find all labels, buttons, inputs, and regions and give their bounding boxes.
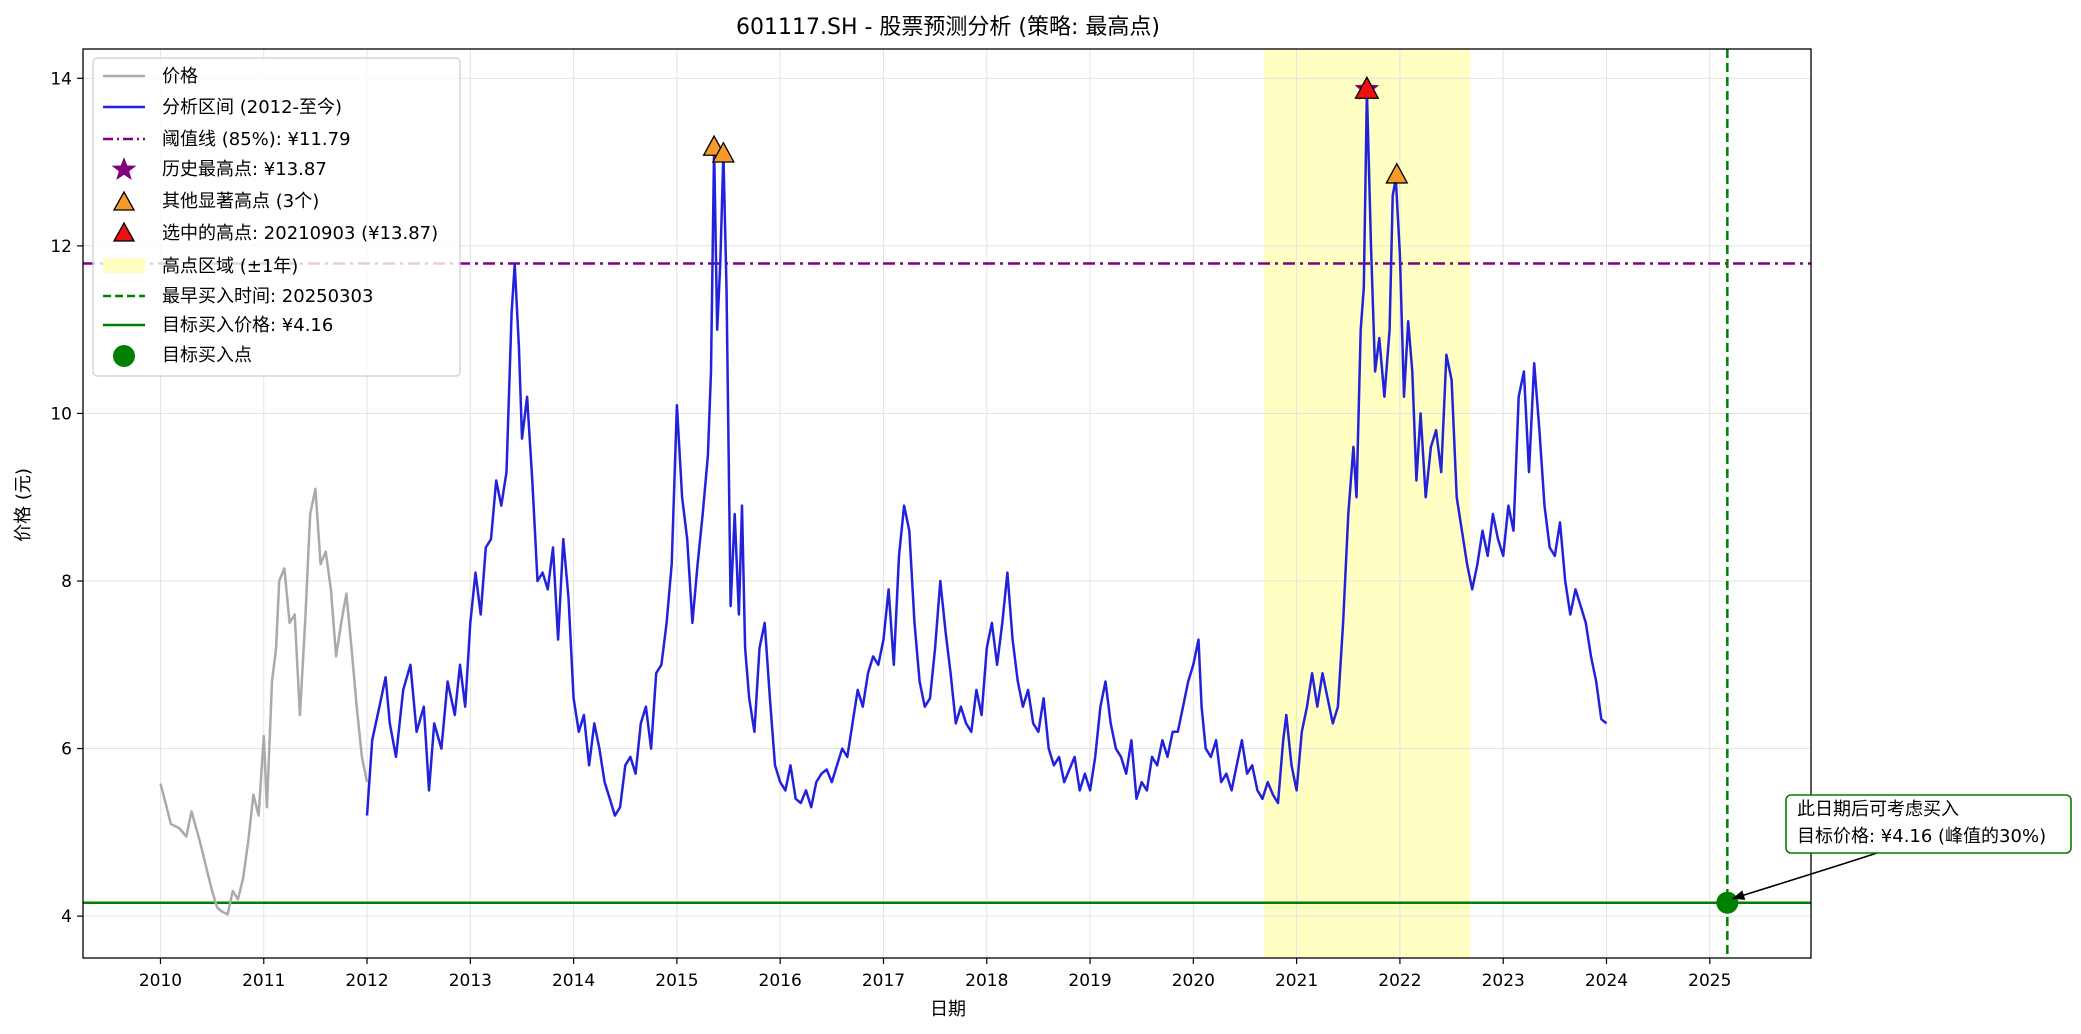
legend-label-price: 价格 <box>162 66 198 87</box>
selected-high-marker <box>1354 75 1380 99</box>
legend-swatch-all-time-high <box>111 157 137 180</box>
legend-label-high-region: 高点区域 (±1年) <box>162 256 298 277</box>
x-tick-label: 2011 <box>242 971 285 991</box>
x-tick-label: 2014 <box>552 971 595 991</box>
x-tick-label: 2024 <box>1585 971 1628 991</box>
x-tick-label: 2025 <box>1688 971 1731 991</box>
y-tick-label: 6 <box>61 740 72 760</box>
x-tick-label: 2010 <box>139 971 182 991</box>
plot-area <box>82 48 1812 959</box>
annotation-line-1: 此日期后可考虑买入 <box>1797 799 1959 820</box>
y-axis-title: 价格 (元) <box>13 468 34 542</box>
y-tick-label: 8 <box>61 572 72 592</box>
legend-label-other-highs: 其他显著高点 (3个) <box>162 191 319 212</box>
x-tick-label: 2023 <box>1482 971 1525 991</box>
annotation-line-2: 目标价格: ¥4.16 (峰值的30%) <box>1797 826 2046 847</box>
chart-title: 601117.SH - 股票预测分析 (策略: 最高点) <box>736 15 1160 40</box>
x-tick-label: 2015 <box>655 971 698 991</box>
x-tick-label: 2020 <box>1172 971 1215 991</box>
y-tick-label: 4 <box>61 907 72 927</box>
legend-swatch-buy-point <box>113 345 135 367</box>
legend-swatch-other-highs <box>112 190 136 211</box>
y-tick-label: 12 <box>50 237 72 257</box>
y-tick-label: 10 <box>50 404 72 424</box>
x-tick-label: 2012 <box>345 971 388 991</box>
x-tick-label: 2013 <box>449 971 492 991</box>
legend-label-earliest-buy: 最早买入时间: 20250303 <box>162 286 373 307</box>
legend-swatch-high-region <box>103 258 145 273</box>
x-axis-title: 日期 <box>930 999 966 1020</box>
x-tick-label: 2021 <box>1275 971 1318 991</box>
legend-swatch-selected-high <box>112 221 136 242</box>
legend-label-all-time-high: 历史最高点: ¥13.87 <box>162 159 327 180</box>
legend-label-selected-high: 选中的高点: 20210903 (¥13.87) <box>162 223 438 244</box>
x-tick-label: 2016 <box>759 971 802 991</box>
legend-label-target-price: 目标买入价格: ¥4.16 <box>162 315 333 336</box>
x-tick-label: 2022 <box>1378 971 1421 991</box>
x-tick-label: 2017 <box>862 971 905 991</box>
x-axis: 2010 2011 2012 2013 2014 2015 2016 2017 2018 2019… <box>139 958 1731 991</box>
analysis-series-line <box>365 89 1608 817</box>
y-tick-label: 14 <box>50 69 72 89</box>
price-series-line <box>159 487 369 916</box>
legend-label-buy-point: 目标买入点 <box>162 345 252 366</box>
other-high-marker <box>711 141 735 163</box>
high-markers <box>702 75 1409 184</box>
x-tick-label: 2018 <box>965 971 1008 991</box>
high-region-band <box>1263 49 1471 958</box>
annotation-arrow <box>1732 851 1881 900</box>
legend-label-analysis: 分析区间 (2012-至今) <box>162 97 342 118</box>
other-high-marker <box>1385 162 1409 184</box>
legend: 价格 分析区间 (2012-至今) 阈值线 (85%): ¥11.79 历史最高… <box>92 57 461 377</box>
plot-frame <box>82 48 1812 959</box>
legend-label-threshold: 阈值线 (85%): ¥11.79 <box>162 129 351 150</box>
x-tick-label: 2019 <box>1068 971 1111 991</box>
y-axis: 4 6 8 10 12 14 <box>50 69 83 927</box>
annotation-box <box>1785 794 2072 854</box>
target-buy-point <box>1716 891 1739 914</box>
annotation-arrowhead <box>1732 890 1746 900</box>
legend-frame <box>92 57 461 377</box>
buy-annotation: 此日期后可考虑买入 目标价格: ¥4.16 (峰值的30%) <box>1732 794 2072 900</box>
